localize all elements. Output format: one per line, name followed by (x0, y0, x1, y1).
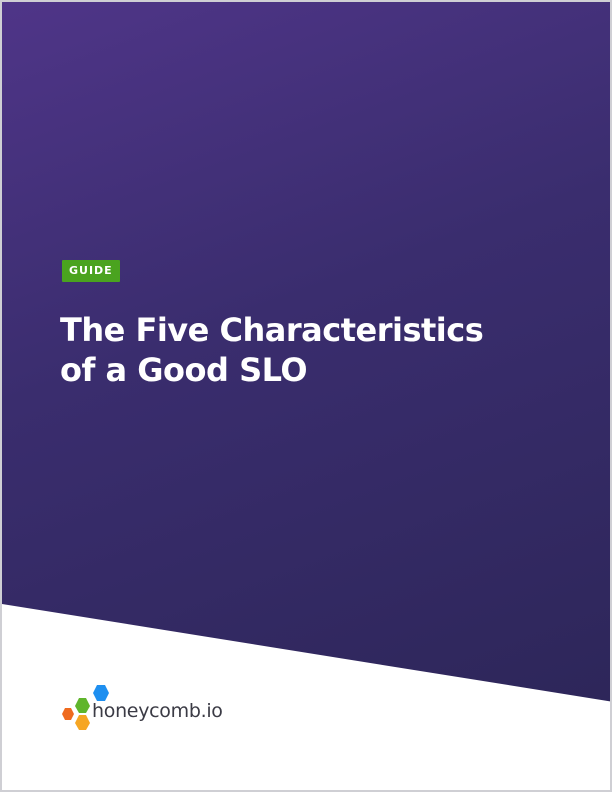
hex-orange (62, 708, 74, 720)
hex-yellow (75, 715, 90, 730)
honeycomb-logo-icon (62, 685, 109, 730)
brand-name: honeycomb.io (92, 700, 223, 722)
page-title: The Five Characteristics of a Good SLO (60, 310, 484, 390)
guide-badge: GUIDE (62, 260, 120, 282)
title-line-2: of a Good SLO (60, 351, 308, 389)
title-line-1: The Five Characteristics (60, 311, 484, 349)
hex-blue (93, 685, 109, 701)
hex-green (75, 698, 90, 713)
